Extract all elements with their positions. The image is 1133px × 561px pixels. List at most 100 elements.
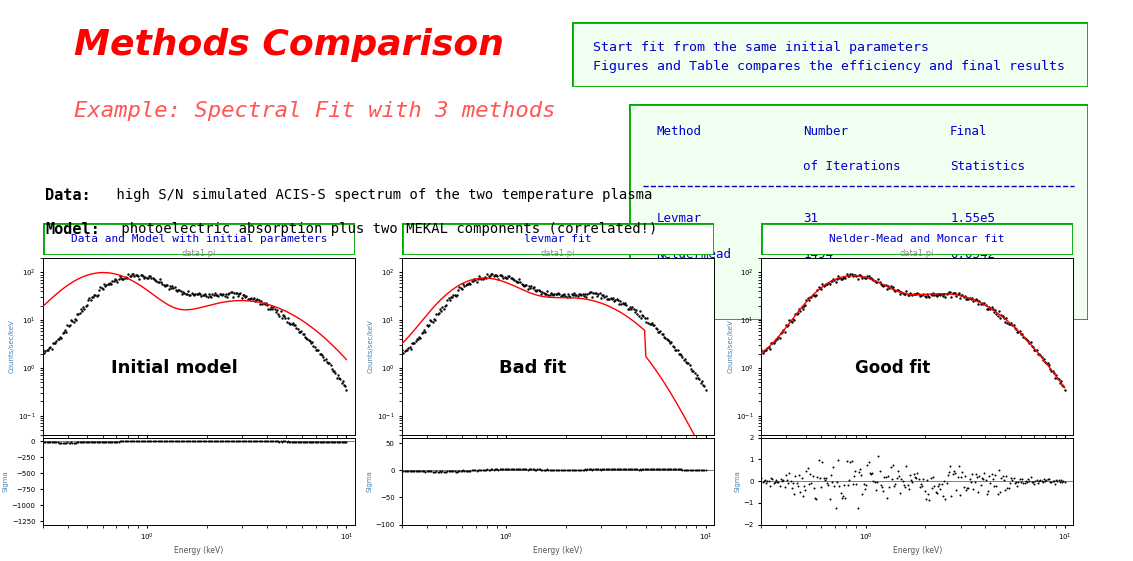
Point xyxy=(247,437,265,446)
Point xyxy=(289,437,307,446)
Point xyxy=(109,278,127,287)
Text: Good fit: Good fit xyxy=(854,358,930,376)
Point xyxy=(102,437,120,446)
Point xyxy=(420,467,438,476)
Point xyxy=(121,437,139,446)
Point xyxy=(520,465,538,473)
Point xyxy=(753,348,772,357)
Point xyxy=(185,437,203,446)
Point xyxy=(184,436,202,445)
Point xyxy=(326,437,344,446)
Point xyxy=(196,437,214,446)
Point xyxy=(241,437,259,446)
Point xyxy=(78,301,96,310)
Point xyxy=(247,296,265,305)
Point xyxy=(471,466,489,475)
Point xyxy=(144,436,162,445)
Point xyxy=(684,366,702,375)
Point xyxy=(505,465,523,473)
Point xyxy=(921,473,939,482)
Point xyxy=(227,288,245,297)
Point xyxy=(976,468,994,477)
Point xyxy=(1005,473,1023,482)
Point xyxy=(151,436,169,445)
Point xyxy=(962,295,980,304)
Point xyxy=(436,467,454,476)
Point xyxy=(291,327,309,336)
Point xyxy=(582,465,600,473)
Point xyxy=(799,293,817,302)
Point xyxy=(335,437,353,446)
Point xyxy=(224,292,242,301)
Point xyxy=(497,465,516,473)
Point xyxy=(458,279,476,288)
Text: Initial model: Initial model xyxy=(111,358,237,376)
Point xyxy=(656,465,674,473)
Point xyxy=(36,347,54,356)
Point xyxy=(502,273,520,282)
Point xyxy=(807,290,825,299)
Point xyxy=(829,456,847,465)
Point xyxy=(193,437,211,446)
Point xyxy=(851,465,869,473)
Point xyxy=(59,438,77,447)
Point xyxy=(114,437,133,446)
Point xyxy=(846,270,864,279)
Point xyxy=(469,274,487,283)
Point xyxy=(80,293,99,302)
Point xyxy=(304,337,322,346)
Point xyxy=(954,482,972,491)
Point xyxy=(1022,337,1040,346)
Point xyxy=(556,292,574,301)
Point xyxy=(264,437,282,446)
Point xyxy=(1040,475,1058,484)
Point xyxy=(37,438,56,447)
Point xyxy=(544,290,562,299)
Point xyxy=(169,286,187,295)
Point xyxy=(863,274,881,283)
Point xyxy=(163,436,181,445)
Point xyxy=(786,471,804,480)
Point xyxy=(122,437,140,446)
Point xyxy=(245,437,263,446)
Point xyxy=(995,313,1013,322)
Point xyxy=(756,345,774,354)
Point xyxy=(795,481,813,490)
Point xyxy=(230,437,248,446)
Point xyxy=(280,319,298,328)
Point xyxy=(864,477,883,486)
Point xyxy=(1055,381,1073,390)
Point xyxy=(889,286,908,295)
Point xyxy=(508,465,526,474)
Point xyxy=(815,281,833,290)
Point xyxy=(518,280,536,289)
Point xyxy=(114,274,133,283)
Point xyxy=(569,465,587,474)
Point xyxy=(826,275,844,284)
Point xyxy=(130,274,148,283)
Point xyxy=(222,437,240,446)
Point xyxy=(633,465,651,473)
Point xyxy=(511,277,529,286)
Point xyxy=(637,317,655,326)
Point xyxy=(917,293,935,302)
Point xyxy=(453,467,471,476)
Point xyxy=(449,286,467,295)
Point xyxy=(451,282,469,291)
Text: 13045: 13045 xyxy=(803,285,841,298)
Point xyxy=(845,271,863,280)
Point xyxy=(455,281,474,290)
Point xyxy=(935,289,953,298)
Point xyxy=(446,467,465,476)
FancyBboxPatch shape xyxy=(402,223,714,255)
Point xyxy=(821,471,840,480)
Point xyxy=(287,321,305,330)
Point xyxy=(847,479,866,488)
Point xyxy=(190,289,208,298)
Point xyxy=(1012,477,1030,486)
Point xyxy=(454,466,472,475)
Point xyxy=(402,344,420,353)
Point xyxy=(122,269,140,278)
Point xyxy=(827,278,845,287)
Point xyxy=(87,438,105,447)
